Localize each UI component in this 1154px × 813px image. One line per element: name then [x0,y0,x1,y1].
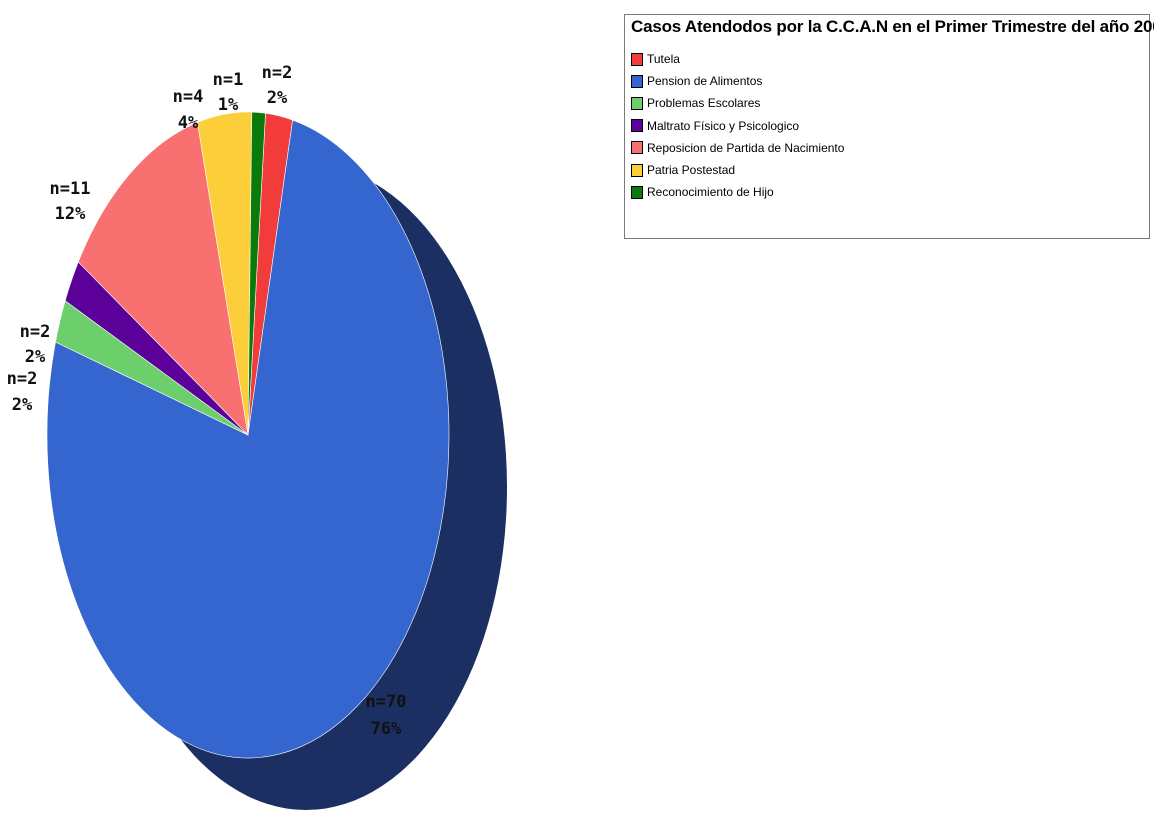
legend-swatch [631,119,643,133]
pie-slice-reposicion-de-partida-de-nacimiento [77,121,249,436]
slice-percent-label: 2% [25,347,46,367]
legend-label: Maltrato Físico y Psicologico [647,118,800,133]
legend-label: Problemas Escolares [647,96,761,111]
legend-item-pension-de-alimentos: Pension de Alimentos [631,70,844,92]
legend-item-reconocimiento-de-hijo: Reconocimiento de Hijo [631,181,844,203]
legend-item-tutela: Tutela [631,48,844,70]
legend-list: Tutela Pension de Alimentos Problemas Esco… [631,48,844,203]
legend-swatch [631,74,643,88]
chart-legend: Casos Atendodos por la C.C.A.N en el Pri… [624,14,1154,239]
legend-swatch [631,141,643,155]
slice-count-label: n=11 [50,179,91,199]
legend-item-problemas-escolares: Problemas Escolares [631,92,844,114]
slice-count-label: n=4 [173,87,204,107]
legend-label: Pension de Alimentos [647,74,763,89]
legend-swatch [631,52,643,66]
slice-percent-label: 2% [12,395,33,415]
slice-count-label: n=1 [213,70,244,90]
slice-percent-label: 1% [218,95,239,115]
legend-label: Reposicion de Partida de Nacimiento [647,140,845,155]
legend-label: Reconocimiento de Hijo [647,185,774,200]
pie-slice-reconocimiento-de-hijo [247,111,266,436]
legend-label: Patria Postestad [647,163,736,178]
pie-slices [46,111,450,759]
slice-percent-label: 12% [55,204,86,224]
legend-label: Tutela [647,52,680,67]
legend-item-reposicion-de-partida-de-nacimiento: Reposicion de Partida de Nacimiento [631,137,844,159]
slice-percent-label: 4% [178,113,199,133]
legend-swatch [631,96,643,110]
slice-count-label: n=2 [7,369,38,389]
slice-count-label: n=70 [366,692,407,712]
slice-percent-label: 76% [371,719,402,739]
chart-title: Casos Atendodos por la C.C.A.N en el Pri… [631,17,1154,36]
legend-swatch [631,163,643,177]
legend-swatch [631,185,643,199]
pie-slice-pension-de-alimentos [46,119,450,759]
legend-item-maltrato-fisico-y-psicologico: Maltrato Físico y Psicologico [631,115,844,137]
slice-count-label: n=2 [20,322,51,342]
legend-item-patria-postestad: Patria Postestad [631,159,844,181]
slice-count-label: n=2 [262,63,293,83]
slice-percent-label: 2% [267,88,288,108]
